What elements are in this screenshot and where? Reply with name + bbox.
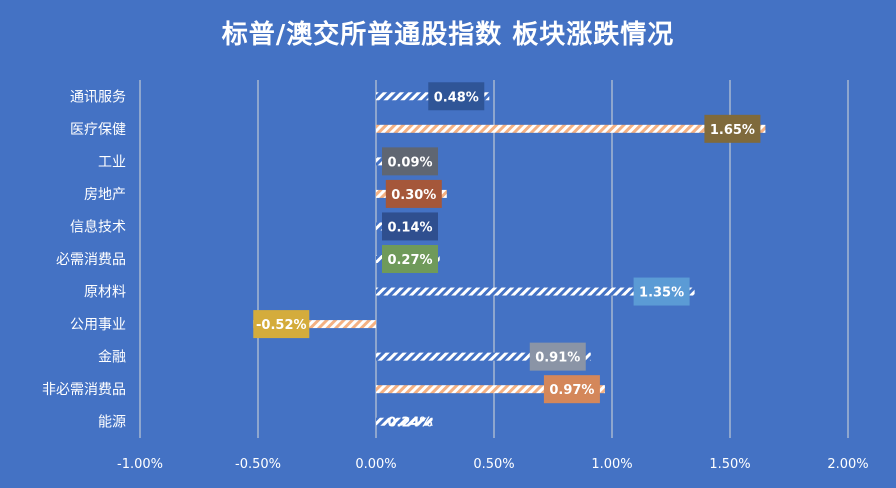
category-label: 非必需消费品 xyxy=(42,382,126,398)
bar xyxy=(376,352,591,361)
bar xyxy=(376,385,605,394)
data-label: 0.30% xyxy=(391,188,436,203)
data-label-box xyxy=(704,114,761,143)
data-label: 0.48% xyxy=(434,90,479,105)
data-label: 1.35% xyxy=(639,286,684,301)
category-label: 信息技术 xyxy=(70,218,126,235)
data-label-box xyxy=(633,277,690,306)
data-label-box xyxy=(385,179,442,208)
category-label: 通讯服务 xyxy=(70,89,126,105)
data-label-box xyxy=(382,245,438,273)
category-label: 房地产 xyxy=(84,187,126,203)
x-tick-label: 0.00% xyxy=(355,457,396,472)
category-label: 医疗保健 xyxy=(70,122,126,138)
x-tick-label: 2.00% xyxy=(827,457,868,472)
category-label: 工业 xyxy=(98,154,126,170)
data-label: 1.65% xyxy=(710,123,755,138)
bar xyxy=(376,417,433,426)
category-label: 必需消费品 xyxy=(56,252,126,268)
x-tick-labels: -1.00% -0.50% 0.00% 0.50% 1.00% 1.50% 2.00% xyxy=(117,457,869,472)
data-label: 0.14% xyxy=(387,220,432,235)
data-label-box xyxy=(529,342,586,371)
bar xyxy=(253,320,376,329)
category-label: 原材料 xyxy=(84,285,126,301)
category-label: 能源 xyxy=(98,415,126,431)
data-label-box xyxy=(253,310,310,339)
category-label: 金融 xyxy=(98,350,126,366)
bar xyxy=(376,124,766,133)
bar xyxy=(376,287,695,296)
chart-title: 标普/澳交所普通股指数 板块涨跌情况 xyxy=(221,20,675,50)
data-label-box xyxy=(543,375,600,404)
data-label-box xyxy=(382,212,438,241)
data-label-box xyxy=(382,147,438,176)
x-tick-label: -0.50% xyxy=(235,457,281,472)
bars xyxy=(253,92,766,426)
data-label-box xyxy=(428,82,485,111)
data-label: 0.24% xyxy=(387,416,432,431)
x-tick-label: 1.50% xyxy=(709,457,750,472)
x-tick-label: -1.00% xyxy=(117,457,163,472)
x-tick-label: 0.50% xyxy=(473,457,514,472)
data-label: 0.09% xyxy=(387,155,432,170)
data-label: 0.27% xyxy=(387,253,432,268)
data-label: 0.97% xyxy=(549,383,594,398)
x-tick-label: 1.00% xyxy=(591,457,632,472)
data-labels: 0.48% 1.65% 0.09% 0.30% 0.14% 0.27% 1.35% -0.52… xyxy=(253,82,761,431)
category-label: 公用事业 xyxy=(70,317,126,333)
data-label: -0.52% xyxy=(256,318,307,333)
data-label: 0.91% xyxy=(535,351,580,366)
